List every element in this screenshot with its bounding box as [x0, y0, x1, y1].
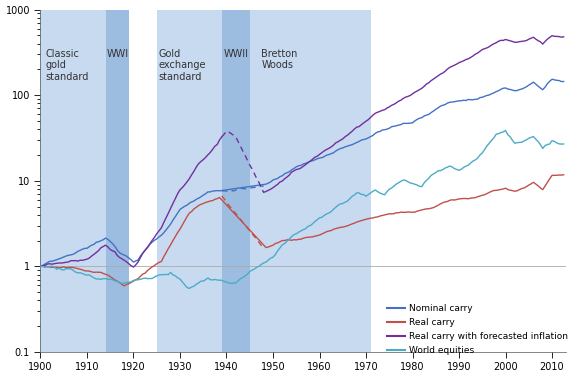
Text: WWI: WWI	[107, 49, 129, 59]
Bar	[40, 9, 105, 352]
Text: WWII: WWII	[223, 49, 248, 59]
Legend: Nominal carry, Real carry, Real carry with forecasted inflation, World equities: Nominal carry, Real carry, Real carry wi…	[384, 301, 571, 359]
Bar	[222, 9, 250, 352]
Bar	[157, 9, 222, 352]
Text: Bretton
Woods: Bretton Woods	[262, 49, 298, 70]
Bar	[250, 9, 371, 352]
Text: Gold
exchange
standard: Gold exchange standard	[158, 49, 206, 82]
Bar	[105, 9, 129, 352]
Text: Classic
gold
standard: Classic gold standard	[45, 49, 89, 82]
